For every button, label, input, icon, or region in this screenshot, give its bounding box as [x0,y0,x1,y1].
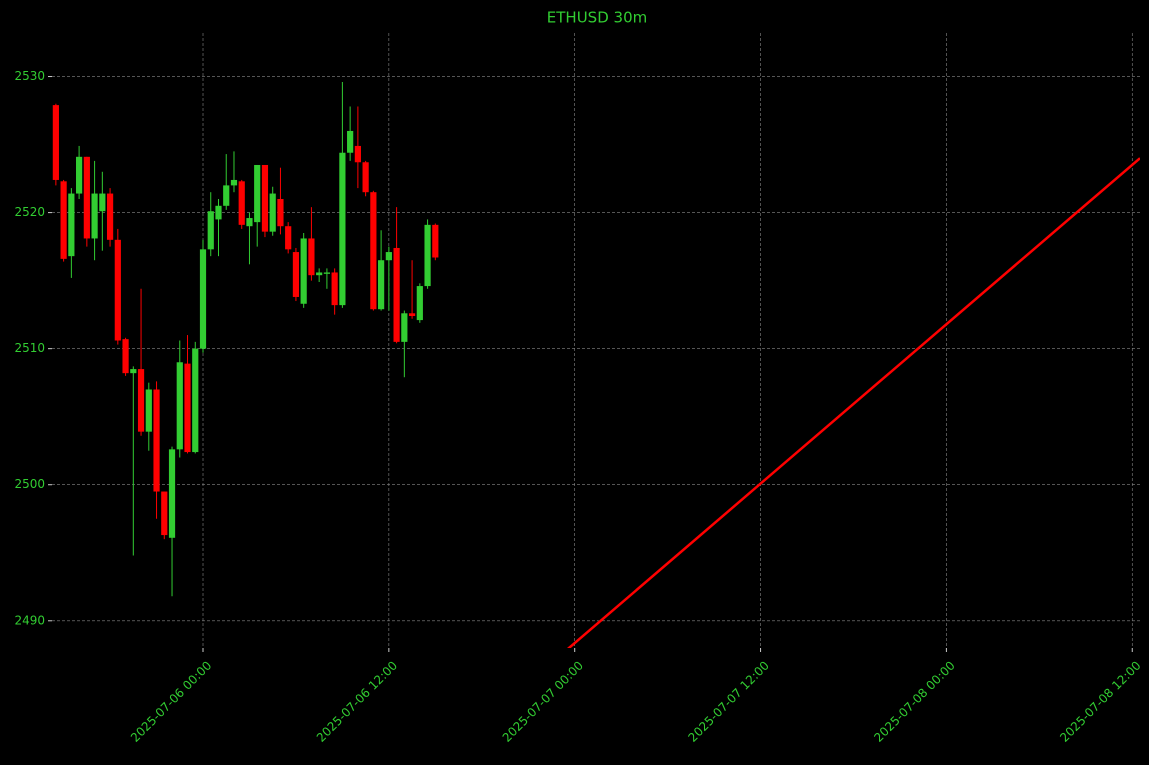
candle-body [106,193,114,240]
candle-body [68,193,75,257]
candle-body [269,193,276,232]
candle-body [130,369,137,374]
candle-body [223,185,230,206]
y-tick-label: 2490 [14,613,45,627]
candle-body [153,389,160,492]
candle-body [277,198,284,227]
candle-body [184,363,191,453]
candle-body [432,224,439,258]
candle-body [176,362,183,450]
candle-body [370,192,377,310]
plot-area [52,81,1140,648]
candle-body [83,156,90,239]
candle-body [362,162,369,193]
candle-body [91,193,98,239]
candle-body [161,491,168,536]
candle-body [347,130,354,153]
candle-body [215,205,222,220]
candle-body [408,313,416,317]
candle-body [424,224,431,287]
candle-body [238,181,245,225]
candle-body [308,238,315,276]
candle-body [385,252,392,261]
candle-body [230,179,238,186]
y-tick-label: 2530 [14,69,45,83]
candle-body [199,249,207,349]
y-tick-label: 2520 [14,205,45,219]
candle-body [145,389,152,432]
candle-body [52,105,59,180]
candle-body [292,252,300,297]
candle-body [261,164,269,232]
candle-body [316,272,323,276]
candle-body [114,239,121,341]
candle-body [122,339,129,374]
chart-title: ETHUSD 30m [547,9,647,27]
candle-body [323,272,331,274]
candle-body [393,247,400,342]
candle-body [76,156,83,194]
candle-body [99,193,106,212]
candle-body [300,238,307,304]
candle-body [207,211,214,250]
candle-body [285,226,292,250]
candle-body [401,313,408,342]
trend-line [567,157,1140,648]
candle-body [60,181,67,259]
candle-body [254,164,261,223]
candle-body [192,348,199,453]
candle-body [331,272,338,306]
y-tick-label: 2500 [14,477,45,491]
candle-body [137,369,145,432]
candle-body [416,286,423,321]
y-tick-label: 2510 [14,341,45,355]
candle-body [246,218,253,227]
candle-body [168,449,176,538]
candle-body [378,260,385,310]
candle-body [354,145,361,163]
candle-body [339,152,346,306]
